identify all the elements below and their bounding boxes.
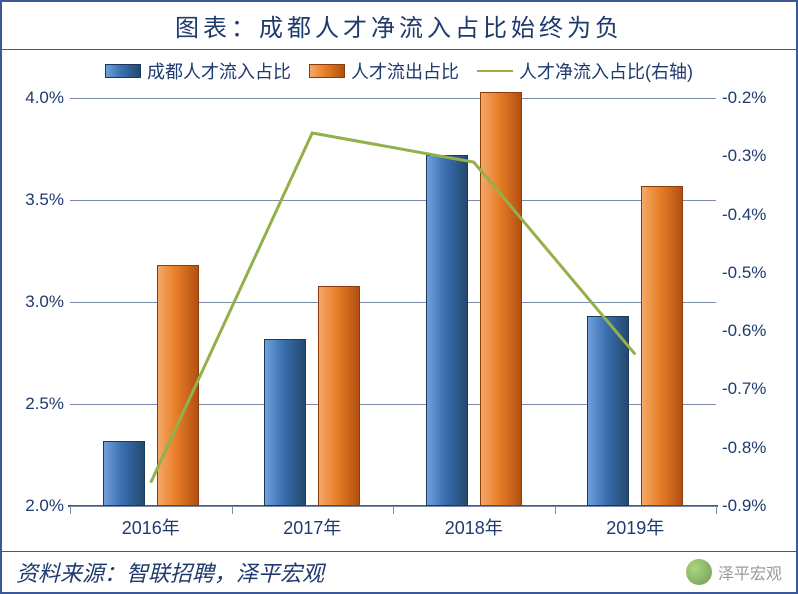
x-separator — [716, 506, 717, 514]
x-separator — [393, 506, 394, 514]
legend-swatch-orange — [309, 64, 345, 78]
legend: 成都人才流入占比 人才流出占比 人才净流入占比(右轴) — [2, 50, 796, 88]
y-right-tick-label: -0.9% — [716, 496, 766, 516]
source-bar: 资料来源：智联招聘，泽平宏观 泽平宏观 — [2, 551, 796, 592]
x-separator — [555, 506, 556, 514]
x-tick-label: 2017年 — [283, 506, 341, 540]
y-left-tick-label: 3.0% — [25, 292, 70, 312]
y-left-tick-label: 2.5% — [25, 394, 70, 414]
net-line-svg — [70, 98, 716, 506]
legend-item-inflow: 成都人才流入占比 — [105, 58, 291, 84]
y-right-tick-label: -0.4% — [716, 205, 766, 225]
source-text: 资料来源：智联招聘，泽平宏观 — [16, 556, 324, 588]
legend-label-inflow: 成都人才流入占比 — [147, 58, 291, 84]
y-right-tick-label: -0.8% — [716, 438, 766, 458]
y-right-tick-label: -0.6% — [716, 321, 766, 341]
y-left-tick-label: 2.0% — [25, 496, 70, 516]
y-right-tick-label: -0.7% — [716, 379, 766, 399]
legend-item-net: 人才净流入占比(右轴) — [477, 58, 693, 84]
y-right-tick-label: -0.3% — [716, 146, 766, 166]
watermark-text: 泽平宏观 — [718, 560, 782, 584]
x-tick-label: 2016年 — [122, 506, 180, 540]
y-right-tick-label: -0.5% — [716, 263, 766, 283]
legend-swatch-blue — [105, 64, 141, 78]
x-tick-label: 2018年 — [445, 506, 503, 540]
legend-label-net: 人才净流入占比(右轴) — [519, 58, 693, 84]
x-separator — [232, 506, 233, 514]
net-line — [151, 133, 636, 483]
chart-title: 图表：成都人才净流入占比始终为负 — [2, 2, 796, 50]
chart-container: 图表：成都人才净流入占比始终为负 成都人才流入占比 人才流出占比 人才净流入占比… — [0, 0, 798, 594]
y-left-tick-label: 3.5% — [25, 190, 70, 210]
x-separator — [70, 506, 71, 514]
watermark-icon — [686, 559, 712, 585]
plot-inner: 2.0%2.5%3.0%3.5%4.0%-0.9%-0.8%-0.7%-0.6%… — [70, 98, 716, 506]
y-right-tick-label: -0.2% — [716, 88, 766, 108]
y-left-tick-label: 4.0% — [25, 88, 70, 108]
legend-label-outflow: 人才流出占比 — [351, 58, 459, 84]
watermark: 泽平宏观 — [686, 559, 782, 585]
x-tick-label: 2019年 — [606, 506, 664, 540]
plot-area: 2.0%2.5%3.0%3.5%4.0%-0.9%-0.8%-0.7%-0.6%… — [70, 98, 716, 506]
legend-swatch-line — [477, 70, 513, 72]
legend-item-outflow: 人才流出占比 — [309, 58, 459, 84]
